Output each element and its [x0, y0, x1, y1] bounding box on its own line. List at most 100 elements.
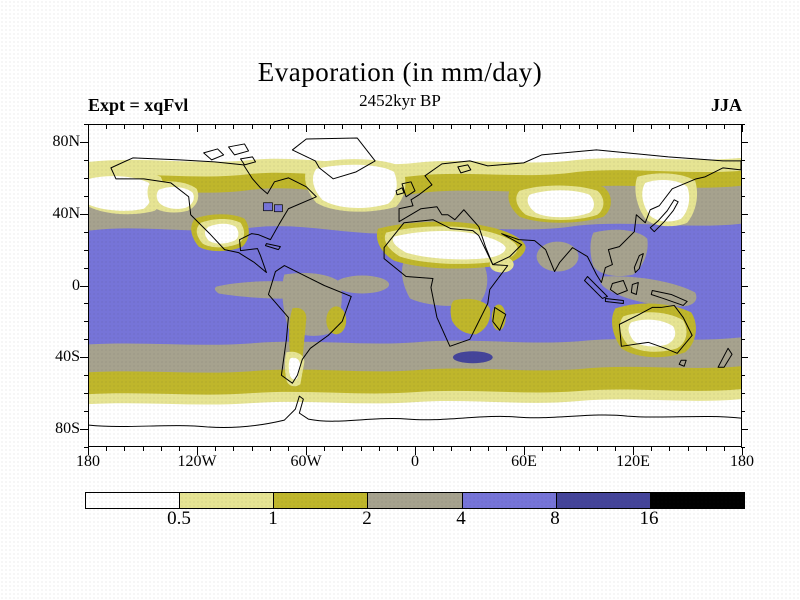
lon-tick-top	[161, 125, 162, 129]
lat-tick-left	[80, 142, 88, 143]
lat-tick-right	[741, 393, 745, 394]
lat-tick-right	[741, 411, 745, 412]
lon-tick-bottom	[706, 447, 707, 451]
lon-tick-top	[379, 125, 380, 129]
lon-label-180: 180	[730, 453, 754, 470]
lon-tick-bottom	[233, 447, 234, 451]
lon-tick-bottom	[742, 447, 743, 455]
lon-label-120E: 120E	[616, 453, 650, 470]
coast-eurasia	[398, 149, 741, 284]
lon-tick-top	[233, 125, 234, 129]
lat-tick-right	[741, 286, 748, 287]
lat-tick-right	[741, 196, 745, 197]
colorbar-label-2: 2	[362, 508, 372, 529]
lon-tick-bottom	[197, 447, 198, 455]
chart-title: Evaporation (in mm/day)	[257, 57, 543, 87]
coast-africa	[383, 219, 509, 347]
coast-madagascar	[492, 306, 507, 331]
lat-tick-right	[741, 447, 745, 448]
lat-tick-left	[84, 196, 88, 197]
lon-tick-top	[415, 125, 416, 132]
world-map	[89, 125, 741, 446]
lat-tick-left	[84, 160, 88, 161]
coast-north-america	[110, 157, 317, 274]
lon-tick-bottom	[560, 447, 561, 451]
lat-tick-right	[741, 232, 745, 233]
colorbar-label-0.5: 0.5	[167, 508, 191, 529]
lon-tick-top	[615, 125, 616, 129]
lat-tick-right	[741, 357, 748, 358]
lon-tick-top	[179, 125, 180, 129]
colorbar-segment-5	[555, 493, 650, 508]
lat-tick-left	[84, 447, 88, 448]
lat-tick-left	[84, 321, 88, 322]
lon-tick-top	[397, 125, 398, 129]
lat-tick-left	[80, 214, 88, 215]
coast-antarctica	[89, 395, 741, 429]
lat-tick-left	[84, 411, 88, 412]
lat-tick-left	[84, 178, 88, 179]
lat-tick-left	[80, 429, 88, 430]
lon-tick-top	[470, 125, 471, 129]
colorbar-label-1: 1	[268, 508, 278, 529]
lat-tick-right	[741, 339, 745, 340]
colorbar-label-16: 16	[639, 508, 659, 529]
lon-tick-bottom	[633, 447, 634, 455]
lon-tick-bottom	[579, 447, 580, 451]
coast-arctic-islands	[203, 143, 256, 166]
lon-tick-bottom	[724, 447, 725, 451]
lon-tick-top	[724, 125, 725, 129]
colorbar-segment-4	[461, 493, 556, 508]
lat-tick-right	[741, 124, 745, 125]
coast-new-guinea	[650, 289, 688, 306]
lon-label-120W: 120W	[177, 453, 217, 470]
lon-tick-top	[451, 125, 452, 129]
lon-tick-bottom	[379, 447, 380, 451]
coast-british-isles	[395, 181, 416, 198]
lon-tick-bottom	[651, 447, 652, 451]
lon-tick-top	[197, 125, 198, 132]
coastlines	[89, 137, 741, 429]
lon-tick-top	[288, 125, 289, 129]
lon-tick-bottom	[688, 447, 689, 451]
lon-tick-bottom	[397, 447, 398, 451]
lat-tick-left	[84, 268, 88, 269]
colorbar-label-8: 8	[550, 508, 560, 529]
lon-tick-bottom	[597, 447, 598, 451]
lon-tick-bottom	[542, 447, 543, 451]
lon-tick-bottom	[215, 447, 216, 451]
coast-sulawesi	[630, 282, 639, 295]
world-map-frame	[88, 124, 742, 447]
lon-tick-top	[524, 125, 525, 132]
lon-tick-top	[669, 125, 670, 129]
lat-label-80N: 80N	[52, 132, 80, 150]
lon-tick-bottom	[506, 447, 507, 451]
lon-tick-top	[688, 125, 689, 129]
colorbar-segment-0	[86, 493, 180, 508]
lat-tick-left	[80, 357, 88, 358]
lon-tick-top	[124, 125, 125, 129]
lat-tick-left	[80, 286, 88, 287]
chart-subtitle: 2452kyr BP	[359, 91, 441, 110]
lon-tick-bottom	[470, 447, 471, 451]
coast-cuba	[264, 243, 281, 251]
lon-tick-top	[433, 125, 434, 129]
lat-tick-left	[84, 250, 88, 251]
lat-tick-right	[741, 429, 748, 430]
lon-label-60E: 60E	[511, 453, 537, 470]
olive-1-2-patches	[289, 298, 506, 363]
lon-tick-top	[342, 125, 343, 129]
lat-tick-right	[741, 142, 748, 143]
lon-label-180: 180	[76, 453, 100, 470]
colorbar-label-4: 4	[456, 508, 466, 529]
lon-tick-top	[306, 125, 307, 132]
coast-japan	[649, 199, 679, 233]
lon-tick-bottom	[524, 447, 525, 455]
coast-java	[604, 297, 624, 304]
colorbar-segment-2	[273, 493, 368, 508]
lon-tick-bottom	[324, 447, 325, 451]
lat-label-40N: 40N	[52, 204, 80, 222]
lon-tick-bottom	[161, 447, 162, 451]
lon-tick-bottom	[451, 447, 452, 451]
